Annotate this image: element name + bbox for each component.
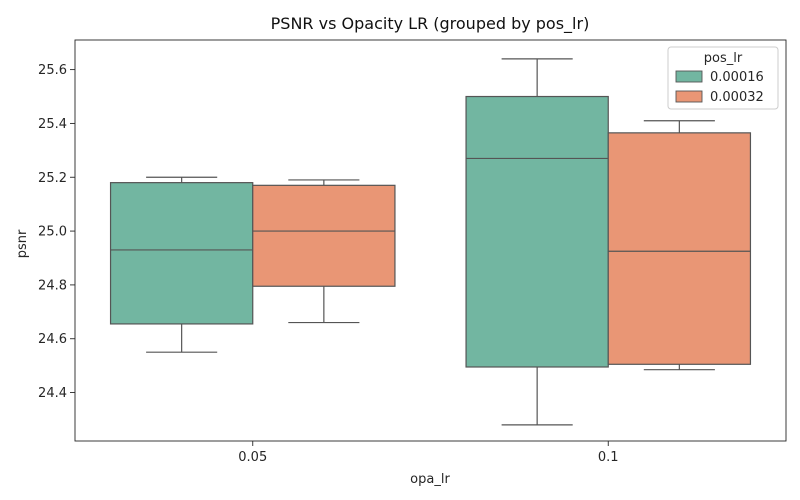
y-tick-label-1: 24.6 (38, 332, 67, 347)
legend-swatch-1 (675, 90, 703, 103)
y-tick-label-5: 25.4 (38, 117, 67, 132)
y-axis-label: psnr (15, 229, 30, 258)
plot-frame (74, 39, 787, 442)
box-iqr (465, 95, 609, 368)
plot-area: 24.4 24.6 24.8 25.0 25.2 25.4 25.6 0.05 0.1 (38, 39, 787, 465)
y-tick-label-3: 25.0 (38, 225, 67, 240)
x-tick-label-0: 0.05 (238, 450, 267, 465)
legend-label-1: 0.00032 (710, 90, 764, 105)
box-1-1 (607, 120, 752, 371)
legend: pos_lr 0.00016 0.00032 (667, 46, 779, 110)
box-iqr (252, 184, 396, 287)
box-iqr (607, 132, 752, 365)
x-axis-label: opa_lr (410, 472, 450, 487)
legend-title: pos_lr (704, 51, 743, 66)
x-tick-label-1: 0.1 (598, 450, 619, 465)
y-tick-label-0: 24.4 (38, 386, 67, 401)
y-tick-label-6: 25.6 (38, 63, 67, 78)
box-0-1 (465, 58, 609, 426)
legend-swatch-0 (675, 70, 703, 83)
chart-title: PSNR vs Opacity LR (grouped by pos_lr) (271, 14, 590, 34)
box-iqr (109, 182, 254, 325)
box-0-0 (109, 176, 254, 353)
y-tick-label-2: 24.8 (38, 278, 67, 293)
y-tick-label-4: 25.2 (38, 171, 67, 186)
legend-label-0: 0.00016 (710, 70, 764, 85)
box-1-0 (252, 179, 396, 324)
